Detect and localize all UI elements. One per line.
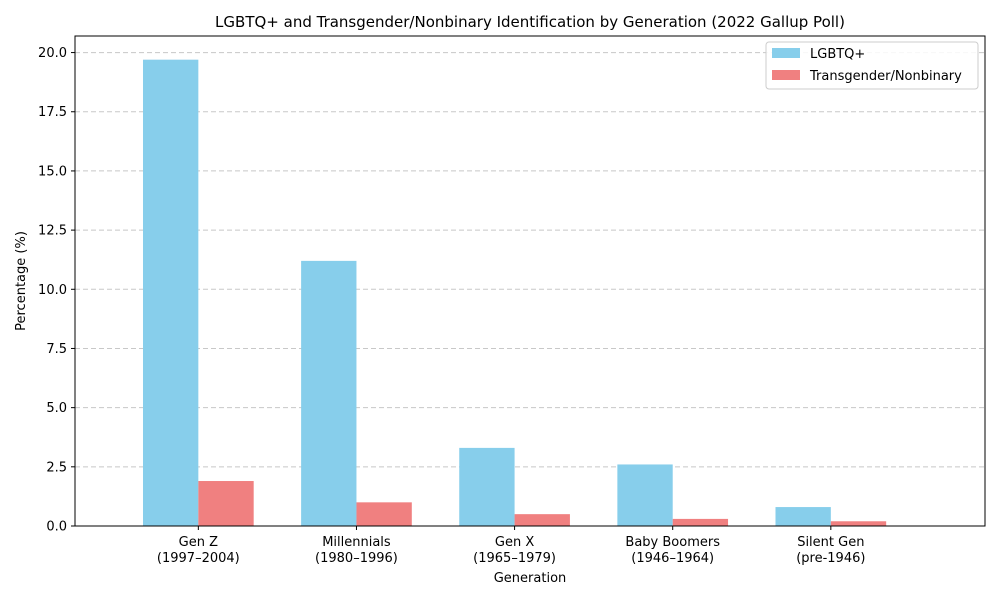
- legend-swatch-lgbtq: [772, 48, 800, 58]
- bar-lgbtq: [459, 447, 515, 526]
- bar-transgender-nonbinary: [198, 481, 254, 526]
- x-tick-label-line: Gen Z: [179, 535, 218, 550]
- y-tick-label: 2.5: [46, 460, 67, 475]
- legend-box: [765, 41, 979, 90]
- bar-transgender-nonbinary: [672, 518, 729, 526]
- x-tick-label: Millennials (1980–1996): [315, 535, 398, 566]
- bar-lgbtq: [142, 59, 199, 526]
- legend-label-transgender-nonbinary: Transgender/Nonbinary: [809, 69, 962, 84]
- y-tick-label: 17.5: [38, 105, 67, 120]
- x-tick-label-line: Gen X: [495, 535, 534, 550]
- y-axis: 0.0 2.5 5.0 7.5 10.0 12.5 15.0 17.5 20.0: [38, 46, 75, 535]
- x-tick-label-line: (1965–1979): [473, 551, 556, 566]
- y-tick-label: 15.0: [38, 164, 67, 179]
- x-axis-label: Generation: [494, 571, 567, 586]
- bar-lgbtq: [617, 464, 673, 526]
- y-axis-label: Percentage (%): [14, 231, 29, 331]
- plot-frame: [74, 35, 986, 527]
- x-tick-label: Baby Boomers (1946–1964): [625, 535, 720, 566]
- x-tick-label-line: (1946–1964): [631, 551, 714, 566]
- x-tick-label-line: (1997–2004): [157, 551, 240, 566]
- y-tick-label: 10.0: [38, 283, 67, 298]
- bar-transgender-nonbinary: [830, 521, 887, 526]
- bar-transgender-nonbinary: [356, 502, 412, 526]
- x-tick-label: Silent Gen (pre-1946): [796, 535, 865, 566]
- chart-title: LGBTQ+ and Transgender/Nonbinary Identif…: [215, 13, 845, 31]
- x-tick-label: Gen X (1965–1979): [473, 535, 556, 566]
- x-tick-label-line: (pre-1946): [796, 551, 865, 566]
- gridlines: [75, 52, 985, 527]
- x-tick-label-line: Silent Gen: [797, 535, 864, 550]
- x-axis: Gen Z (1997–2004) Millennials (1980–1996) Ge…: [157, 526, 865, 566]
- bar-transgender-nonbinary: [514, 514, 570, 526]
- y-tick-label: 5.0: [46, 401, 67, 416]
- y-tick-label: 12.5: [38, 224, 67, 239]
- bar-lgbtq: [775, 507, 831, 526]
- y-tick-label: 20.0: [38, 46, 67, 61]
- bars: [142, 59, 887, 526]
- bar-lgbtq: [301, 260, 357, 526]
- y-tick-label: 7.5: [46, 342, 67, 357]
- y-tick-label: 0.0: [46, 520, 67, 535]
- x-tick-label: Gen Z (1997–2004): [157, 535, 240, 566]
- legend-label-lgbtq: LGBTQ+: [810, 47, 865, 62]
- x-tick-label-line: (1980–1996): [315, 551, 398, 566]
- legend: LGBTQ+ Transgender/Nonbinary: [765, 41, 979, 90]
- legend-swatch-transgender-nonbinary: [772, 70, 800, 80]
- x-tick-label-line: Baby Boomers: [625, 535, 720, 550]
- x-tick-label-line: Millennials: [322, 535, 391, 550]
